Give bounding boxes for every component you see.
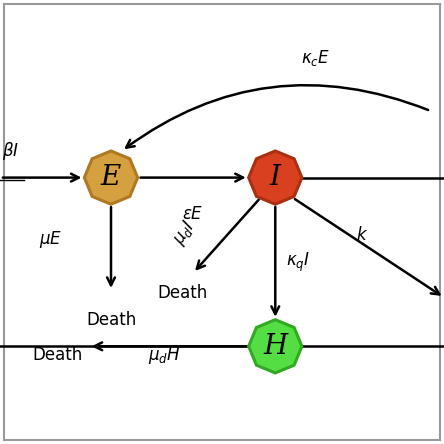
Text: $\kappa_q I$: $\kappa_q I$ [286,250,310,274]
Text: $\beta I$: $\beta I$ [2,140,19,162]
Text: $\kappa_c E$: $\kappa_c E$ [301,48,330,68]
Polygon shape [249,320,302,373]
Text: Death: Death [157,284,207,302]
Text: E: E [101,164,121,191]
Text: $\mu_d H$: $\mu_d H$ [148,345,181,366]
Text: $k$: $k$ [356,226,368,244]
Text: Death: Death [32,346,83,365]
FancyBboxPatch shape [4,4,440,440]
Text: $\mu_d I$: $\mu_d I$ [168,217,200,250]
Text: Death: Death [86,311,136,329]
Text: H: H [263,333,287,360]
Polygon shape [249,151,302,204]
Polygon shape [84,151,138,204]
Text: $\epsilon E$: $\epsilon E$ [182,206,204,223]
Text: $\mu E$: $\mu E$ [39,229,62,250]
Text: I: I [270,164,281,191]
